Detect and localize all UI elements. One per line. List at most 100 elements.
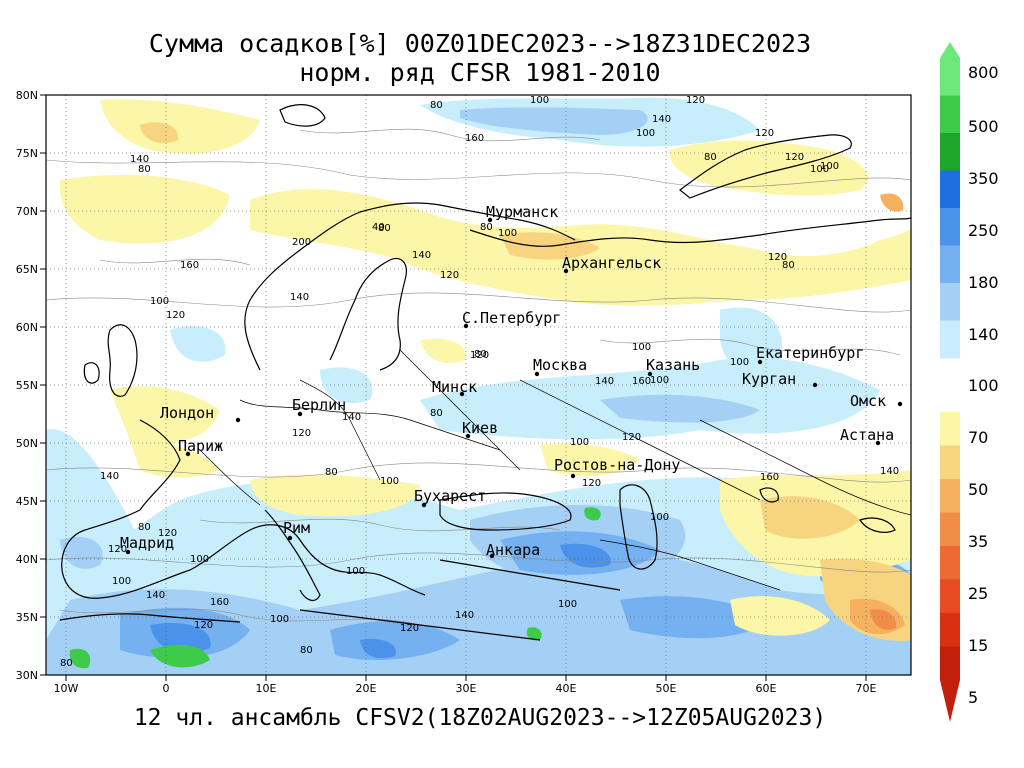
contour-value: 120 <box>755 128 774 139</box>
field-patch <box>870 609 897 630</box>
city-dot <box>534 371 540 377</box>
map-subtitle-normal-period: норм. ряд CFSR 1981-2010 <box>299 58 661 87</box>
coastlines <box>59 104 911 641</box>
contour-value: 120 <box>622 432 641 443</box>
precip-field <box>46 95 911 675</box>
field-patch <box>100 99 260 154</box>
lat-label: 35N <box>16 611 38 624</box>
city-label: Анкара <box>486 541 540 559</box>
contour-lines <box>46 128 911 626</box>
field-patch <box>69 648 91 669</box>
colorbar-swatch <box>940 512 960 547</box>
city-label: Ростов-на-Дону <box>554 456 680 474</box>
lon-label: 30E <box>456 682 477 695</box>
colorbar-swatch <box>940 283 960 321</box>
field-patch <box>540 443 640 476</box>
colorbar-top-arrow <box>940 42 960 58</box>
field-patch <box>730 596 830 636</box>
contour-value: 100 <box>270 614 289 625</box>
city-label: Бухарест <box>414 487 486 505</box>
lat-label: 55N <box>16 379 38 392</box>
field-patch <box>140 122 179 144</box>
city-dot <box>875 440 881 446</box>
contour-value: 140 <box>880 466 899 477</box>
lat-label: 65N <box>16 263 38 276</box>
colorbar-swatch <box>940 479 960 513</box>
city-label: Париж <box>178 437 223 455</box>
lat-label: 60N <box>16 321 38 334</box>
lon-label: 50E <box>656 682 677 695</box>
city-dot <box>489 553 495 559</box>
colorbar-level: 70 <box>968 428 988 447</box>
colorbar-level: 140 <box>968 325 999 344</box>
colorbar-swatch <box>940 95 960 134</box>
colorbar-level: 500 <box>968 117 999 136</box>
lon-label: 10W <box>54 682 79 695</box>
contour-value: 80 <box>138 522 151 533</box>
lat-label: 80N <box>16 89 38 102</box>
colorbar-level: 35 <box>968 532 988 551</box>
city-dot <box>185 451 191 457</box>
colorbar-swatch <box>940 613 960 647</box>
lat-label: 40N <box>16 553 38 566</box>
contour-value: 80 <box>60 658 73 669</box>
city-label: Киев <box>462 419 498 437</box>
contour-value: 120 <box>158 528 177 539</box>
field-patch <box>150 644 210 668</box>
colorbar-swatch <box>940 320 960 359</box>
colorbar-level: 50 <box>968 480 988 499</box>
contour-value: 100 <box>570 437 589 448</box>
city-label: Екатеринбург <box>756 344 864 362</box>
colorbar-swatch <box>940 58 960 96</box>
field-patch <box>130 440 220 478</box>
city-label: Лондон <box>160 404 214 422</box>
contour-value: 140 <box>652 114 671 125</box>
lat-label: 70N <box>16 205 38 218</box>
contour-value: 100 <box>730 357 749 368</box>
contour-value: 100 <box>190 554 209 565</box>
map-title: Сумма осадков[%] 00Z01DEC2023-->18Z31DEC… <box>148 29 812 58</box>
colorbar-level: 180 <box>968 273 999 292</box>
field-patch <box>60 536 103 569</box>
lon-label: 10E <box>256 682 277 695</box>
lat-label: 45N <box>16 495 38 508</box>
city-label: Казань <box>646 356 700 374</box>
contour-value: 100 <box>650 375 669 386</box>
contour-value: 140 <box>342 412 361 423</box>
colorbar-swatch <box>940 646 960 681</box>
contour-value: 100 <box>112 576 131 587</box>
contour-value: 120 <box>582 478 601 489</box>
contour-value: 80 <box>782 260 795 271</box>
contour-value: 100 <box>650 512 669 523</box>
contour-value: 160 <box>180 260 199 271</box>
contour-value: 120 <box>686 95 705 106</box>
city-label: Мадрид <box>120 534 174 552</box>
field-patch <box>584 507 601 521</box>
city-label: Астана <box>840 426 894 444</box>
contour-value: 120 <box>785 152 804 163</box>
colorbar-level: 100 <box>968 376 999 395</box>
contour-value: 120 <box>440 270 459 281</box>
colorbar-level: 25 <box>968 584 988 603</box>
graticule <box>46 95 911 675</box>
colorbar-swatch <box>940 412 960 446</box>
field-patch <box>420 338 466 364</box>
city-label: Курган <box>742 370 796 388</box>
city-dot <box>465 433 471 439</box>
field-patch <box>460 107 648 135</box>
city-dot <box>463 323 469 329</box>
field-patch <box>360 639 396 659</box>
lon-label: 70E <box>856 682 877 695</box>
contour-value: 140 <box>130 154 149 165</box>
colorbar-swatch <box>940 170 960 209</box>
contour-value: 140 <box>146 590 165 601</box>
field-patch <box>880 193 904 212</box>
city-dot <box>421 502 427 508</box>
contour-value: 100 <box>632 342 651 353</box>
field-patch <box>526 627 542 641</box>
lon-label: 0 <box>163 682 170 695</box>
field-patch <box>110 386 220 444</box>
contour-value: 100 <box>380 476 399 487</box>
ensemble-info: 12 чл. ансамбль CFSV2(18Z02AUG2023-->12Z… <box>133 705 827 731</box>
contour-value: 200 <box>292 237 311 248</box>
